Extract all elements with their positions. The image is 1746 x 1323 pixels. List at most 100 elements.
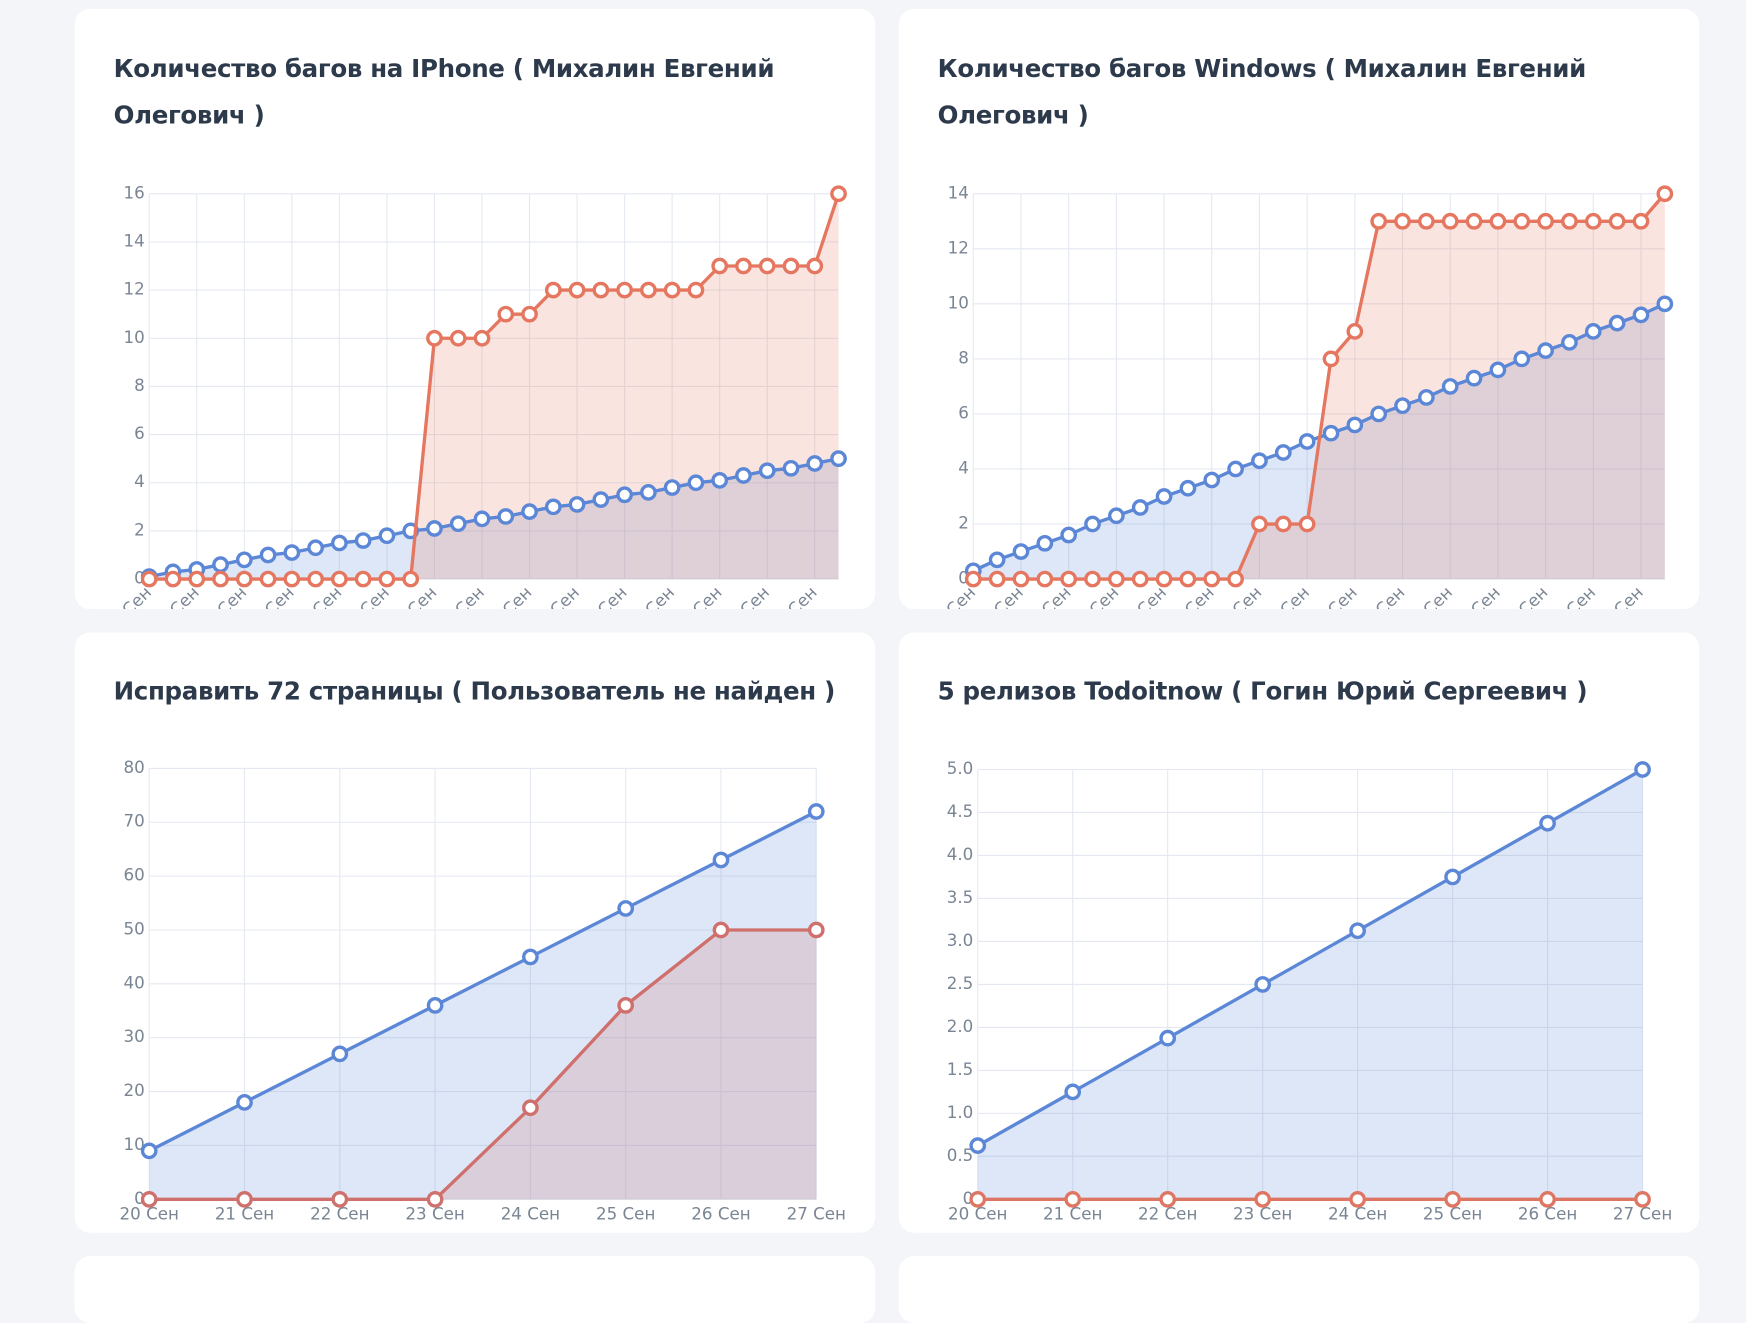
point <box>1444 868 1461 886</box>
point <box>1539 1190 1556 1208</box>
point <box>616 486 633 504</box>
y-tick-label: 4 <box>134 471 145 491</box>
chart: 0 0.5 1.0 1.5 2.0 2.5 3.0 3.5 4.0 4.5 5.0 20 Сен 21 … <box>947 758 1673 1223</box>
point <box>1394 212 1411 230</box>
point <box>1349 922 1366 940</box>
point <box>1179 479 1197 497</box>
area <box>973 193 1665 580</box>
point <box>1064 1083 1082 1101</box>
chart-title: Исправить 72 страницы ( Пользователь не … <box>113 678 836 707</box>
point <box>1036 534 1054 552</box>
chart-title: Количество багов Windows ( Михалин Евген… <box>937 55 1587 131</box>
point <box>1394 397 1411 415</box>
point <box>1155 488 1173 505</box>
point <box>1465 369 1483 387</box>
point <box>521 305 538 323</box>
line <box>976 768 1644 1148</box>
point <box>402 570 420 588</box>
point <box>331 1045 349 1063</box>
x-tick-label: 25 Сен <box>1423 1203 1482 1223</box>
point <box>212 570 229 588</box>
x-tick-label: Сен <box>783 582 820 609</box>
point <box>782 257 800 275</box>
point <box>758 257 776 275</box>
point <box>1274 515 1292 533</box>
y-tick-label: 0 <box>134 568 145 588</box>
y-tick-label: 6 <box>958 402 969 422</box>
area <box>149 929 817 1200</box>
y-tick-label: 4.0 <box>947 844 974 864</box>
point <box>568 281 586 299</box>
point <box>1251 515 1268 533</box>
x-tick-label: Сен <box>736 582 773 609</box>
point <box>235 551 253 569</box>
y-tick-label: 4 <box>958 457 969 477</box>
point <box>1370 405 1388 423</box>
point <box>758 462 776 480</box>
point <box>1584 212 1602 230</box>
x-tick-label: 22 Сен <box>310 1203 369 1223</box>
y-tick-label: 50 <box>124 918 145 938</box>
point <box>1108 570 1125 588</box>
x-tick-label: 26 Сен <box>1518 1203 1577 1223</box>
point <box>449 329 467 347</box>
y-tick-label: 0 <box>963 1188 974 1208</box>
point <box>1537 342 1554 359</box>
x-tick-label: Сен <box>1610 582 1647 609</box>
y-tick-label: 2 <box>134 519 145 539</box>
point <box>1203 570 1221 588</box>
x-tick-label: 20 Сен <box>948 1203 1007 1223</box>
y-tick-label: 40 <box>124 972 145 992</box>
point <box>473 329 491 347</box>
y-tick-label: 10 <box>948 292 969 312</box>
y-tick-label: 14 <box>948 182 969 202</box>
point <box>663 479 681 496</box>
point <box>1608 314 1626 332</box>
x-tick-label: Сен <box>1276 582 1313 609</box>
point <box>235 570 253 588</box>
point <box>1084 570 1101 588</box>
point <box>1155 570 1173 588</box>
x-tick-label: 25 Сен <box>596 1203 655 1223</box>
y-tick-label: 0 <box>958 568 969 588</box>
chart-card <box>74 1256 876 1323</box>
point <box>449 515 467 533</box>
point <box>140 570 158 588</box>
point <box>426 329 443 347</box>
point <box>964 570 982 588</box>
point <box>592 281 610 299</box>
point <box>1608 212 1626 230</box>
y-tick-label: 8 <box>134 375 145 395</box>
point <box>1254 1190 1272 1208</box>
point <box>1513 350 1531 368</box>
y-tick-label: 5.0 <box>947 758 974 778</box>
y-tick-label: 4.5 <box>947 801 974 821</box>
x-tick-label: 21 Сен <box>1043 1203 1102 1223</box>
y-tick-label: 16 <box>124 182 145 202</box>
point <box>712 921 730 939</box>
point <box>1632 306 1650 324</box>
y-tick-label: 8 <box>958 347 969 367</box>
point <box>568 496 586 513</box>
point <box>426 520 443 537</box>
point <box>1632 212 1650 230</box>
y-tick-label: 80 <box>124 757 145 777</box>
point <box>687 474 705 492</box>
x-tick-label: Сен <box>1562 582 1599 609</box>
point <box>164 570 182 588</box>
point <box>1254 976 1272 993</box>
point <box>1634 761 1651 778</box>
point <box>1656 185 1674 203</box>
y-tick-label: 12 <box>124 279 145 299</box>
x-tick-label: Сен <box>1467 582 1504 609</box>
area <box>149 811 817 1200</box>
point <box>140 1190 158 1208</box>
point <box>188 570 206 588</box>
point <box>1227 570 1244 588</box>
y-tick-label: 0.5 <box>947 1145 974 1165</box>
x-tick-label: Сен <box>641 582 678 609</box>
x-tick-label: 22 Сен <box>1138 1203 1197 1223</box>
point <box>592 491 610 508</box>
point <box>735 257 752 275</box>
